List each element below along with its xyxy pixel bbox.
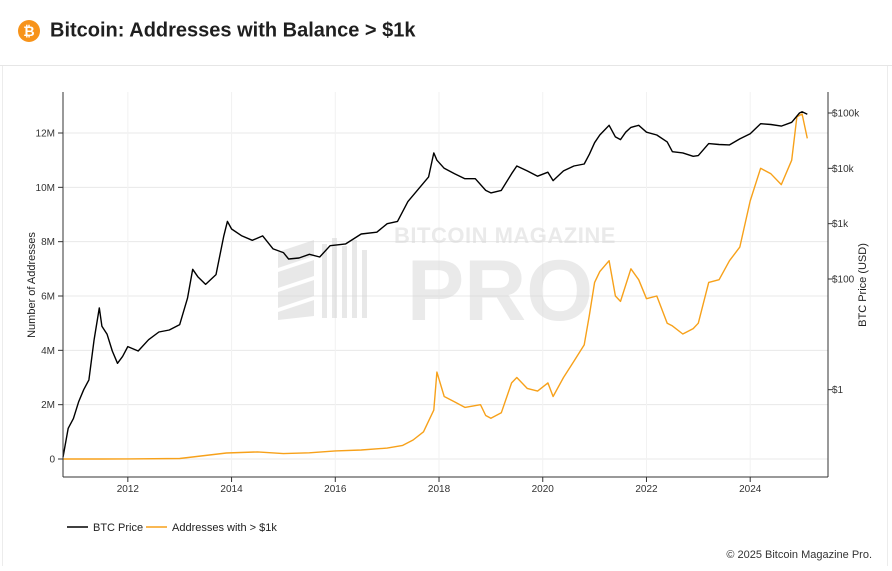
- bitcoin-logo-icon: ₿: [18, 20, 40, 42]
- series-line-addresses[interactable]: [63, 113, 808, 460]
- legend-item-btc-price[interactable]: BTC Price: [67, 522, 143, 534]
- copyright-text: © 2025 Bitcoin Magazine Pro.: [726, 549, 872, 561]
- y-left-tick-label-2: 4M: [41, 346, 55, 357]
- x-tick-label-3: 2018: [428, 484, 451, 495]
- y-left-tick-label-1: 2M: [41, 400, 55, 411]
- x-tick-label-2: 2016: [324, 484, 347, 495]
- page-title: Bitcoin: Addresses with Balance > $1k: [50, 19, 416, 42]
- legend-label-btc-price: BTC Price: [93, 522, 143, 534]
- axes: 2012 2014 2016 2018 2020 2022 2024 0 2M 4M 6M 8M 10M…: [36, 92, 860, 495]
- watermark-line2: PRO: [407, 243, 593, 339]
- watermark-line1: BITCOIN MAGAZINE: [394, 223, 616, 248]
- watermark: BITCOIN MAGAZINE PRO: [278, 223, 616, 339]
- y-left-tick-label-3: 6M: [41, 292, 55, 303]
- y-right-tick-label-4: $100k: [832, 109, 860, 120]
- legend-item-addresses[interactable]: Addresses with > $1k: [146, 522, 277, 534]
- y-axis-right-label: BTC Price (USD): [857, 243, 869, 327]
- series-layer: [62, 111, 808, 460]
- grid-lines: [63, 92, 828, 477]
- x-tick-label-5: 2022: [635, 484, 658, 495]
- chart-frame: [2, 66, 888, 566]
- legend: BTC Price Addresses with > $1k: [67, 522, 277, 534]
- y-right-tick-label-0: $1: [832, 385, 844, 396]
- x-tick-label-0: 2012: [117, 484, 140, 495]
- series-line-btc-price[interactable]: [62, 111, 808, 458]
- legend-label-addresses: Addresses with > $1k: [172, 522, 277, 534]
- y-left-tick-label-5: 10M: [36, 183, 55, 194]
- y-right-tick-label-1: $100: [832, 275, 855, 286]
- x-tick-label-1: 2014: [220, 484, 243, 495]
- y-left-tick-label-0: 0: [49, 455, 55, 466]
- x-tick-label-6: 2024: [739, 484, 762, 495]
- y-left-tick-label-6: 12M: [36, 129, 55, 140]
- x-tick-label-4: 2020: [532, 484, 555, 495]
- y-right-tick-label-2: $1k: [832, 219, 849, 230]
- y-left-tick-label-4: 8M: [41, 237, 55, 248]
- y-axis-left-label: Number of Addresses: [26, 232, 38, 338]
- y-right-tick-label-3: $10k: [832, 164, 855, 175]
- chart-header: ₿ Bitcoin: Addresses with Balance > $1k: [0, 0, 892, 66]
